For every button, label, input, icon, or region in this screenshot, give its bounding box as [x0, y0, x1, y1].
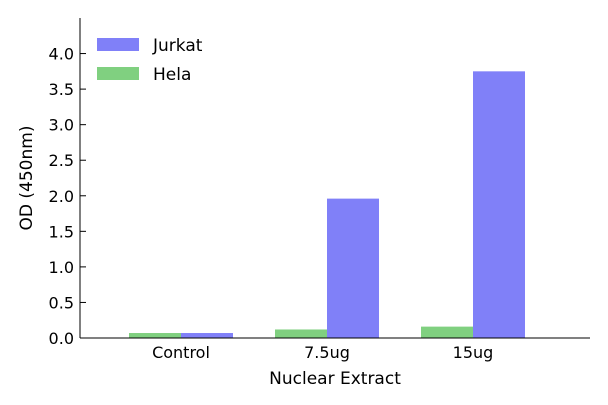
bar-jurkat-75ug — [327, 198, 379, 338]
x-ticks-group: Control 7.5ug 15ug — [152, 343, 493, 362]
x-tick-label: 7.5ug — [304, 343, 350, 362]
bar-hela-75ug — [275, 329, 327, 338]
legend-label-jurkat: Jurkat — [152, 36, 203, 56]
legend: Jurkat Hela — [97, 36, 203, 85]
x-tick-label: Control — [152, 343, 210, 362]
y-tick-label: 0.0 — [49, 329, 74, 348]
bar-hela-control — [129, 333, 181, 338]
bar-jurkat-15ug — [473, 71, 525, 338]
legend-label-hela: Hela — [153, 65, 191, 85]
y-tick-label: 2.0 — [49, 187, 74, 206]
legend-swatch-hela — [97, 67, 139, 80]
y-ticks-group: 0.0 0.5 1.0 1.5 2.0 2.5 3.0 3.5 4.0 — [49, 45, 86, 348]
y-axis-label: OD (450nm) — [17, 126, 37, 231]
y-tick-label: 1.5 — [49, 222, 74, 241]
x-tick-label: 15ug — [453, 343, 494, 362]
y-tick-label: 1.0 — [49, 258, 74, 277]
y-tick-label: 0.5 — [49, 293, 74, 312]
bars-group — [129, 71, 525, 338]
x-axis-label: Nuclear Extract — [269, 369, 401, 389]
y-tick-label: 3.5 — [49, 80, 74, 99]
bar-jurkat-control — [181, 333, 233, 338]
y-tick-label: 3.0 — [49, 116, 74, 135]
legend-swatch-jurkat — [97, 38, 139, 51]
axes-group — [79, 18, 590, 339]
y-tick-label: 2.5 — [49, 151, 74, 170]
bar-hela-15ug — [421, 326, 473, 338]
y-tick-label: 4.0 — [49, 45, 74, 64]
